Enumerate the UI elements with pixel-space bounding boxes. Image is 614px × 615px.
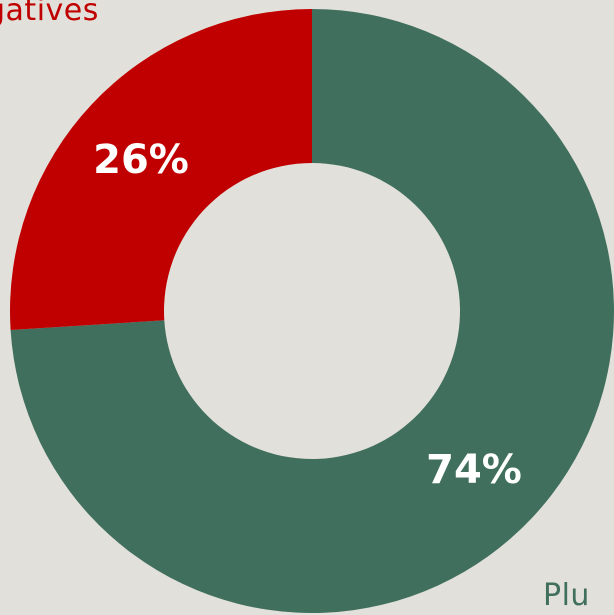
data-label-gatives: 26% <box>93 137 189 183</box>
data-label-group: 74% 26% <box>93 137 522 493</box>
legend-label-negatives: gatives <box>0 0 99 28</box>
slice-group <box>9 9 614 613</box>
donut-slice-plu <box>10 9 614 613</box>
data-label-plu: 74% <box>426 447 522 493</box>
donut-slice-gatives <box>9 9 312 330</box>
legend-label-positives: Plu <box>543 578 590 613</box>
